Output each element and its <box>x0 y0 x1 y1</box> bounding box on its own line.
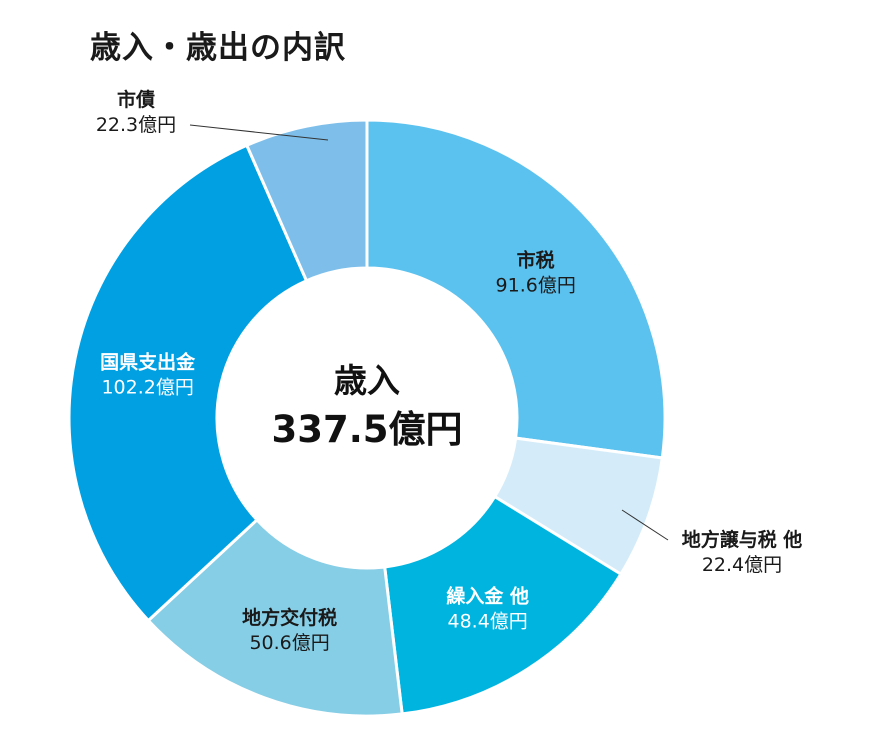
slice-value-chiho-kofuzei: 50.6億円 <box>249 632 329 654</box>
center-total-value: 337.5億円 <box>271 408 462 451</box>
slice-label-kokken-shishutsukin: 国県支出金 <box>100 351 196 374</box>
slice-value-kurikomikin-ta: 48.4億円 <box>447 611 527 633</box>
slice-value-shi-zei: 91.6億円 <box>496 275 576 297</box>
chart-title: 歳入・歳出の内訳 <box>90 30 346 66</box>
slice-label-kurikomikin-ta: 繰入金 他 <box>446 585 529 608</box>
slice-chiho-kofuzei <box>146 517 404 718</box>
slice-label-shisai: 市債 <box>117 88 155 111</box>
slice-kurikomikin-ta <box>383 494 623 716</box>
center-label: 歳入 <box>334 361 400 400</box>
slice-shisai <box>244 118 369 283</box>
slice-value-shisai: 22.3億円 <box>96 114 176 136</box>
slice-value-kokken-shishutsukin: 102.2億円 <box>101 377 193 399</box>
slice-shi-zei <box>365 118 667 460</box>
slice-value-chiho-joyozei-ta: 22.4億円 <box>702 554 782 576</box>
slice-kokken-shishutsukin <box>67 143 309 623</box>
leader-line-shisai <box>189 124 329 141</box>
slice-label-chiho-kofuzei: 地方交付税 <box>242 606 337 629</box>
slice-label-shi-zei: 市税 <box>517 249 555 272</box>
slice-label-chiho-joyozei-ta: 地方譲与税 他 <box>682 528 803 551</box>
donut-slices <box>67 118 667 718</box>
leader-line-chiho-joyozei-ta <box>621 509 669 541</box>
leader-lines <box>189 124 669 541</box>
